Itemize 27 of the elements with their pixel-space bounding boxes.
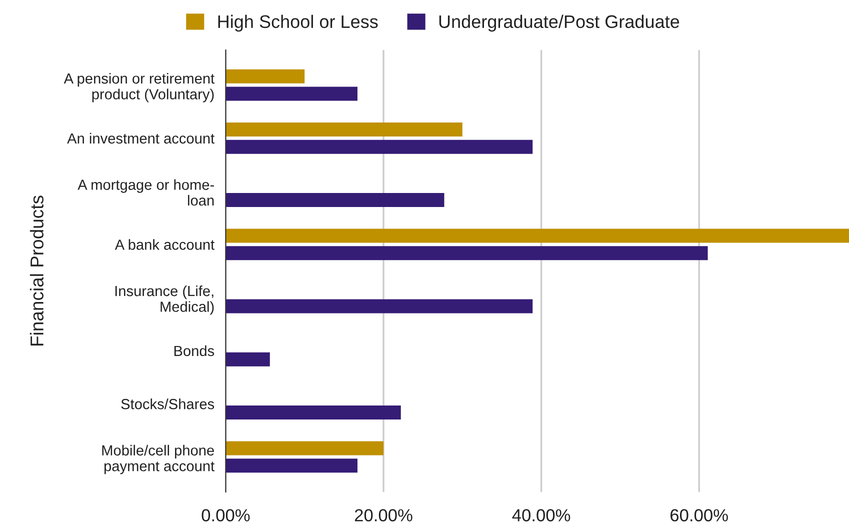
y-tick-label: An investment account [67,132,214,144]
x-tick-label: 20.00% [354,509,412,522]
bar [226,299,533,314]
y-tick-label: A pension or retirement product (Voluntary) [64,72,214,102]
bar [226,228,849,243]
y-tick-label: Stocks/Shares [121,398,214,410]
bar [226,86,358,101]
legend-label: High School or Less [218,14,378,32]
legend-label: Undergraduate/Post Graduate [439,14,680,32]
bar [226,441,384,456]
y-tick-label: A mortgage or home- loan [78,179,214,206]
bar [226,193,444,208]
x-tick-label: 40.00% [512,509,570,522]
y-tick-label: Insurance (Life, Medical) [115,285,214,315]
bar [226,406,401,420]
y-tick-label: Mobile/cell phone payment account [102,444,214,474]
bar [226,122,462,136]
y-tick-label: Bonds [174,345,214,356]
bar [226,352,270,366]
x-tick-label: 60.00% [670,509,728,522]
bar [226,69,305,84]
bar [226,246,708,260]
y-axis-title: Financial Products [30,196,44,346]
x-tick-label: 0.00% [202,509,250,522]
bar [226,140,533,154]
bar [226,458,358,473]
y-tick-label: A bank account [114,239,214,250]
